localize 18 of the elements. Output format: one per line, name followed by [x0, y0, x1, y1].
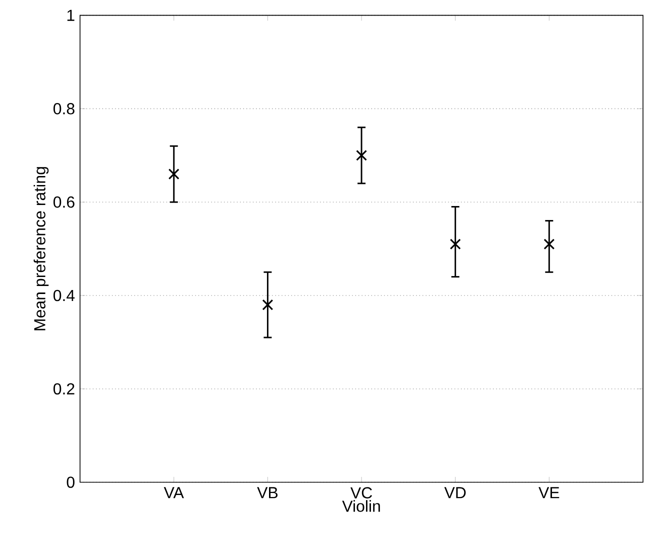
- x-tick-label: VD: [444, 487, 466, 498]
- x-axis-title: Violin: [342, 500, 380, 512]
- y-tick-label: 0.8: [53, 102, 74, 114]
- x-tick-label: VB: [257, 487, 278, 498]
- y-tick-label: 0.2: [53, 383, 74, 394]
- y-tick-label: 1: [67, 10, 74, 21]
- x-tick-label: VA: [164, 487, 184, 498]
- point: [262, 299, 274, 310]
- point: [544, 238, 555, 250]
- point: [168, 168, 180, 180]
- y-tick-label: 0.6: [53, 196, 74, 208]
- y-tick-label: 0.4: [53, 290, 75, 302]
- point: [450, 238, 461, 250]
- x-tick-label: VC: [350, 487, 372, 498]
- y-axis-title: Mean preference rating: [34, 166, 49, 330]
- y-tick-label: 0: [66, 476, 74, 488]
- point: [356, 150, 368, 161]
- x-tick-label: VE: [538, 487, 560, 498]
